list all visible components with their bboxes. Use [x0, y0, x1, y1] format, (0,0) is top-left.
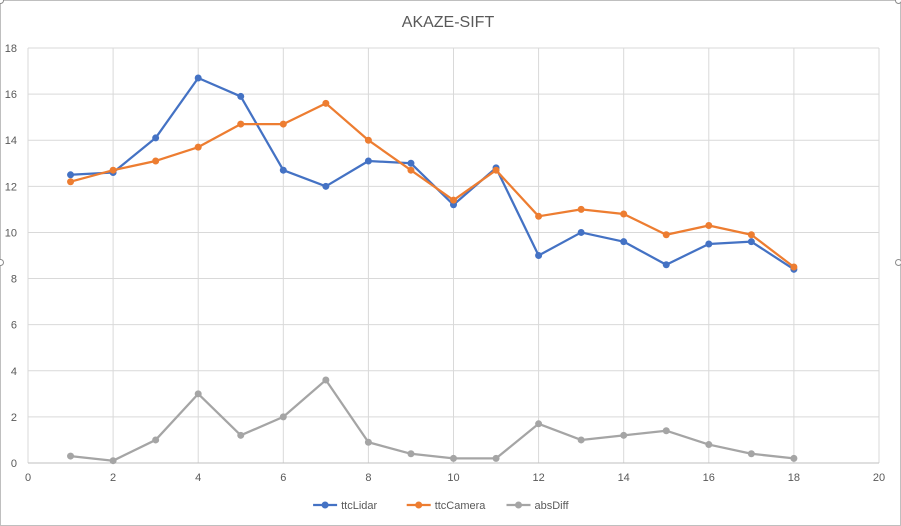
data-point-absDiff [322, 376, 330, 384]
y-tick-label: 16 [5, 89, 17, 101]
data-point-absDiff [237, 431, 245, 439]
data-point-absDiff [109, 457, 117, 465]
legend-marker-ttcLidar [321, 501, 329, 509]
y-tick-label: 10 [5, 227, 17, 239]
data-point-ttcCamera [450, 196, 457, 204]
x-tick-label: 0 [25, 472, 31, 484]
gridlines [27, 47, 880, 464]
legend-label-ttcLidar: ttcLidar [341, 500, 377, 512]
resize-handle-top-left[interactable] [0, 0, 4, 4]
legend-item-ttcLidar: ttcLidar [313, 500, 378, 512]
data-point-ttcCamera [535, 212, 543, 220]
data-point-ttcCamera [662, 231, 670, 239]
data-point-absDiff [67, 452, 75, 460]
data-point-absDiff [790, 454, 798, 462]
data-point-ttcCamera [577, 205, 585, 213]
data-point-absDiff [279, 413, 287, 421]
legend-item-ttcCamera: ttcCamera [406, 500, 487, 512]
data-point-ttcCamera [67, 178, 75, 186]
series-line-ttcLidar [69, 76, 796, 271]
x-tick-label: 6 [280, 472, 286, 484]
data-point-ttcLidar [152, 134, 160, 142]
data-point-ttcLidar [279, 166, 287, 174]
data-point-ttcLidar [662, 261, 670, 269]
legend-item-absDiff: absDiff [506, 500, 570, 512]
x-tick-label: 2 [110, 472, 116, 484]
data-point-ttcCamera [364, 136, 372, 144]
data-point-ttcLidar [407, 159, 415, 167]
x-tick-label: 10 [447, 472, 459, 484]
data-point-ttcLidar [237, 92, 245, 100]
data-point-ttcLidar [705, 240, 713, 248]
x-tick-label: 20 [873, 472, 885, 484]
data-point-ttcCamera [194, 143, 202, 151]
data-point-absDiff [492, 454, 500, 462]
chart-title: AKAZE-SIFT [402, 14, 495, 31]
plot-series [67, 74, 798, 465]
axes: 0 2 4 6 8 10 12 14 16 18 0 2 4 6 8 10 12 14 16 18 20 [5, 43, 885, 484]
data-point-ttcLidar [620, 238, 628, 246]
data-point-ttcLidar [577, 228, 585, 236]
data-point-ttcCamera [237, 120, 245, 128]
data-point-absDiff [450, 454, 457, 462]
legend-label-absDiff: absDiff [535, 500, 570, 512]
data-point-ttcCamera [705, 222, 713, 230]
y-tick-label: 4 [11, 366, 17, 378]
data-point-absDiff [194, 390, 202, 398]
legend-marker-ttcCamera [415, 501, 423, 509]
x-tick-label: 18 [788, 472, 800, 484]
x-tick-label: 14 [618, 472, 630, 484]
data-point-absDiff [747, 450, 755, 458]
data-point-ttcCamera [747, 231, 755, 239]
data-point-ttcLidar [535, 252, 543, 259]
x-tick-label: 8 [365, 472, 371, 484]
legend-label-ttcCamera: ttcCamera [435, 500, 487, 512]
data-point-ttcCamera [620, 210, 628, 218]
data-point-ttcLidar [747, 238, 755, 246]
y-tick-label: 0 [11, 458, 17, 470]
y-tick-label: 14 [5, 135, 17, 147]
data-point-ttcCamera [279, 120, 287, 128]
data-point-ttcCamera [322, 99, 330, 107]
data-point-ttcLidar [194, 74, 202, 82]
data-point-absDiff [705, 441, 713, 449]
data-point-ttcCamera [790, 263, 798, 271]
resize-handle-middle-left[interactable] [0, 259, 4, 266]
data-point-absDiff [662, 427, 670, 435]
data-point-ttcCamera [407, 166, 415, 174]
y-tick-label: 12 [5, 181, 17, 193]
x-tick-label: 4 [195, 472, 201, 484]
x-tick-label: 12 [532, 472, 544, 484]
y-tick-label: 18 [5, 43, 17, 55]
data-point-ttcLidar [322, 182, 330, 190]
series-line-ttcCamera [69, 102, 796, 269]
data-point-ttcLidar [67, 171, 75, 179]
series-line-absDiff [69, 378, 796, 462]
data-point-absDiff [152, 436, 160, 444]
data-point-absDiff [364, 438, 372, 446]
data-point-ttcCamera [152, 157, 160, 165]
data-point-ttcCamera [109, 166, 117, 174]
legend: ttcLidar ttcCamera absDiff [313, 500, 569, 512]
data-point-absDiff [577, 436, 585, 444]
legend-marker-absDiff [515, 501, 522, 509]
y-tick-label: 2 [11, 412, 17, 424]
resize-handle-top-right[interactable] [895, 0, 901, 4]
x-tick-label: 16 [703, 472, 715, 484]
y-tick-label: 6 [11, 320, 17, 332]
data-point-absDiff [620, 431, 628, 439]
y-tick-label: 8 [11, 274, 17, 286]
data-point-ttcLidar [364, 157, 372, 165]
data-point-absDiff [535, 420, 543, 428]
data-point-absDiff [407, 450, 415, 458]
data-point-ttcCamera [492, 166, 500, 174]
resize-handle-middle-right[interactable] [895, 259, 901, 266]
